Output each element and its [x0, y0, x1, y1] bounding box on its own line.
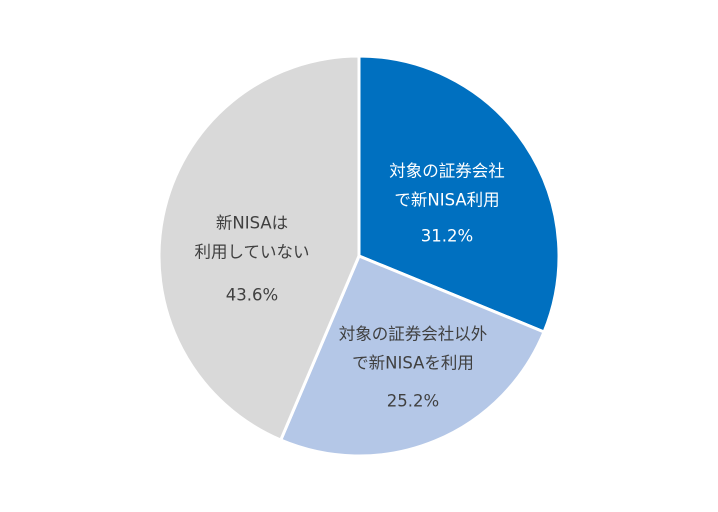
slice-label-line: で新NISA利用 — [394, 191, 499, 210]
slice-value-label: 31.2% — [421, 227, 473, 246]
slice-value-label: 43.6% — [226, 286, 278, 305]
slice-securities-company — [357, 54, 561, 334]
slice-not-using — [157, 54, 361, 442]
slice-label-line: 利用していない — [194, 243, 309, 262]
slice-label-line: 対象の証券会社 — [389, 162, 505, 181]
pie-slices — [157, 54, 561, 458]
slice-label-line: で新NISAを利用 — [352, 354, 474, 373]
slice-other-company — [279, 254, 546, 458]
slice-label-line: 新NISAは — [216, 214, 288, 233]
slice-value-label: 25.2% — [387, 392, 439, 411]
slice-label-line: 対象の証券会社以外 — [339, 325, 488, 344]
